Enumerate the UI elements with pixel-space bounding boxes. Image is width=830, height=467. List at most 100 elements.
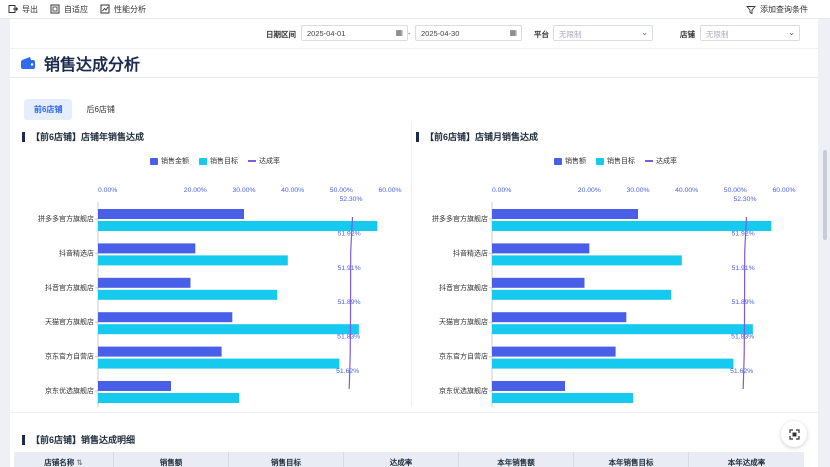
tab-bar: 前6店铺 后6店铺 bbox=[24, 99, 125, 120]
top-axis-tick-label: 20.00% bbox=[578, 187, 601, 194]
column-label: 店铺名称 bbox=[44, 458, 75, 467]
sales-bar bbox=[98, 346, 222, 357]
add-filter-button[interactable]: 添加查询条件 bbox=[746, 4, 808, 15]
legend-target[interactable]: 销售目标 bbox=[596, 156, 635, 166]
monthly-chart-title-row: 【前6店铺】店铺月销售达成 bbox=[416, 130, 538, 143]
category-label: 天猫官方旗舰店 bbox=[45, 317, 94, 326]
fullscreen-button[interactable] bbox=[781, 421, 807, 447]
legend-swatch bbox=[199, 157, 207, 165]
rate-data-label: 52.30% bbox=[339, 196, 362, 203]
top-axis-tick-label: 40.00% bbox=[281, 187, 304, 194]
column-header-store[interactable]: 店铺名称 ⇅ bbox=[14, 452, 114, 467]
calendar-icon: ▦ bbox=[395, 28, 403, 37]
column-label: 销售目标 bbox=[271, 458, 301, 467]
category-label: 抖音精选店 bbox=[59, 248, 94, 257]
platform-placeholder: 无限制 bbox=[559, 30, 582, 39]
target-bar bbox=[492, 358, 734, 369]
rate-data-label: 51.89% bbox=[337, 299, 360, 306]
category-label: 京东官方自营店 bbox=[439, 352, 488, 361]
column-header-sales[interactable]: 销售额 bbox=[114, 452, 229, 467]
sales-bar bbox=[492, 277, 585, 288]
category-label: 拼多多官方旗舰店 bbox=[38, 214, 94, 223]
sales-bar bbox=[492, 381, 565, 391]
top-axis-tick-label: 60.00% bbox=[772, 187, 795, 194]
category-label: 拼多多官方旗舰店 bbox=[432, 214, 488, 223]
chevron-down-icon: ⌄ bbox=[641, 28, 648, 37]
target-bar bbox=[492, 289, 672, 300]
category-label: 天猫官方旗舰店 bbox=[439, 317, 488, 326]
legend-rate[interactable]: 达成率 bbox=[248, 156, 280, 166]
sort-icon[interactable]: ⇅ bbox=[76, 458, 83, 467]
top-axis-tick-label: 40.00% bbox=[675, 187, 698, 194]
column-header-year-sales[interactable]: 本年销售额 bbox=[459, 452, 574, 467]
rate-data-label: 51.92% bbox=[732, 230, 755, 237]
column-label: 本年销售额 bbox=[497, 458, 535, 467]
sales-bar bbox=[492, 209, 638, 219]
detail-title: 【前6店铺】销售达成明细 bbox=[31, 435, 136, 445]
category-label: 京东优选旗舰店 bbox=[439, 386, 488, 395]
header-divider bbox=[10, 77, 818, 78]
store-label: 店铺 bbox=[680, 30, 695, 39]
column-label: 本年销售目标 bbox=[608, 458, 654, 467]
annual-chart-title-row: 【前6店铺】店铺年销售达成 bbox=[22, 130, 144, 143]
legend-sales[interactable]: 销售额 bbox=[554, 156, 586, 166]
sales-bar bbox=[98, 312, 233, 323]
legend-swatch bbox=[554, 157, 562, 165]
legend-target[interactable]: 销售目标 bbox=[199, 156, 238, 166]
fit-label: 自适应 bbox=[64, 4, 88, 14]
legend-rate[interactable]: 达成率 bbox=[645, 156, 677, 166]
column-header-target[interactable]: 销售目标 bbox=[229, 452, 344, 467]
target-bar bbox=[98, 221, 378, 231]
column-header-rate[interactable]: 达成率 bbox=[344, 452, 459, 467]
page-title: 销售达成分析 bbox=[44, 57, 141, 74]
platform-select[interactable]: 无限制 ⌄ bbox=[553, 25, 653, 41]
rate-data-label: 51.91% bbox=[732, 265, 755, 272]
column-header-year-target[interactable]: 本年销售目标 bbox=[574, 452, 689, 467]
tab-bottom6[interactable]: 后6店铺 bbox=[86, 105, 115, 114]
target-bar bbox=[98, 393, 240, 403]
top-axis-tick-label: 30.00% bbox=[232, 187, 255, 194]
export-button[interactable]: 导出 bbox=[8, 4, 38, 15]
date-start-input[interactable]: 2025-04-01 ▦ bbox=[301, 25, 408, 41]
top-toolbar: 导出 自适应 性能分析 添加查询条件 bbox=[0, 0, 830, 19]
date-end-input[interactable]: 2025-04-30 ▦ bbox=[415, 25, 522, 41]
sales-bar bbox=[98, 277, 191, 288]
detail-table-header: 店铺名称 ⇅ 销售额 销售目标 达成率 本年销售额 本年销售目标 本年达成率 bbox=[14, 452, 804, 467]
legend-swatch bbox=[150, 157, 158, 165]
page-scrollbar[interactable] bbox=[823, 150, 827, 240]
category-label: 抖音精选店 bbox=[453, 248, 488, 257]
sales-bar bbox=[98, 209, 244, 219]
column-label: 本年达成率 bbox=[727, 458, 766, 467]
fullscreen-icon bbox=[788, 428, 800, 440]
rate-data-label: 51.62% bbox=[336, 368, 359, 375]
sales-bar bbox=[98, 243, 196, 254]
legend-swatch bbox=[596, 157, 604, 165]
monthly-chart-panel: 【前6店铺】店铺月销售达成 销售额 销售目标 达成率 0.00% 20.00% 30… bbox=[414, 122, 806, 423]
rate-line bbox=[348, 216, 354, 390]
store-select[interactable]: 无限制 ⌄ bbox=[700, 25, 800, 41]
target-bar bbox=[98, 324, 359, 335]
target-bar bbox=[492, 393, 634, 403]
performance-button[interactable]: 性能分析 bbox=[100, 4, 146, 15]
column-header-year-rate[interactable]: 本年达成率 bbox=[689, 452, 804, 467]
export-label: 导出 bbox=[22, 4, 38, 14]
store-placeholder: 无限制 bbox=[706, 30, 729, 39]
legend-label: 销售金额 bbox=[161, 158, 189, 165]
date-end-value: 2025-04-30 bbox=[421, 29, 460, 38]
target-bar bbox=[492, 255, 682, 266]
target-bar bbox=[492, 324, 753, 335]
export-icon bbox=[8, 5, 18, 13]
sales-bar bbox=[492, 243, 590, 254]
legend-sales[interactable]: 销售金额 bbox=[150, 156, 189, 166]
annual-chart-panel: 【前6店铺】店铺年销售达成 销售金额 销售目标 达成率 0.00% 20.00% 3… bbox=[20, 122, 412, 423]
monthly-chart-legend: 销售额 销售目标 达成率 bbox=[554, 156, 677, 166]
fit-button[interactable]: 自适应 bbox=[50, 4, 88, 15]
fit-screen-icon bbox=[50, 4, 60, 14]
rate-data-label: 51.89% bbox=[731, 299, 754, 306]
platform-label: 平台 bbox=[534, 30, 549, 39]
tab-top6[interactable]: 前6店铺 bbox=[24, 99, 73, 120]
legend-label: 达成率 bbox=[259, 158, 280, 165]
legend-swatch bbox=[248, 160, 256, 163]
annual-chart-title: 【前6店铺】店铺年销售达成 bbox=[31, 132, 145, 142]
sales-bar bbox=[492, 346, 616, 357]
